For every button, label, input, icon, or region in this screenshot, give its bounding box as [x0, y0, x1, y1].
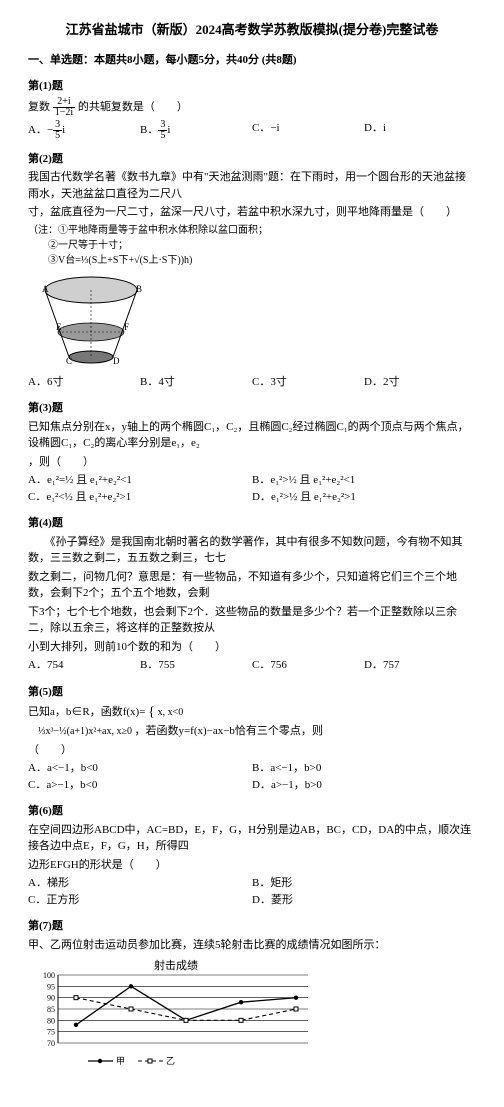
- svg-text:乙: 乙: [166, 1056, 175, 1066]
- svg-text:85: 85: [47, 1005, 55, 1014]
- q7-num: 第(7)题: [28, 918, 476, 935]
- q4-B[interactable]: B．755: [140, 657, 252, 674]
- q2-options: A．6寸 B．4寸 C．3寸 D．2寸: [28, 374, 476, 391]
- q6-options: A．梯形 B．矩形 C．正方形 D．菱形: [28, 875, 476, 908]
- svg-text:100: 100: [43, 971, 55, 980]
- shooting-chart: 射击成绩 100 95 90 85 80 75 70 甲 乙: [36, 957, 316, 1087]
- q3-line1: 已知焦点分别在x，y轴上的两个椭圆C₁，C₂，且椭圆C₂经过椭圆C₁的两个顶点与…: [28, 419, 476, 452]
- svg-text:F: F: [124, 322, 129, 332]
- q4-C[interactable]: C．756: [252, 657, 364, 674]
- q4-line4: 小到大排列，则前10个数的和为（ ）: [28, 639, 476, 656]
- q5-stem2: （ ）: [28, 742, 476, 759]
- q5-D[interactable]: D．a>−1，b>0: [252, 777, 476, 794]
- q2-C[interactable]: C．3寸: [252, 374, 364, 391]
- q6-D[interactable]: D．菱形: [252, 892, 476, 909]
- q1-D[interactable]: D．i: [364, 120, 476, 141]
- q2-note3: ③V台=⅓(S上+S下+√(S上·S下))h): [28, 253, 476, 268]
- q3-A[interactable]: A．e₁²=½ 且 e₁²+e₂²<1: [28, 472, 252, 489]
- svg-text:70: 70: [47, 1039, 55, 1048]
- svg-text:75: 75: [47, 1028, 55, 1037]
- q3-options: A．e₁²=½ 且 e₁²+e₂²<1 B．e₁²>½ 且 e₁²+e₂²<1 …: [28, 472, 476, 505]
- q2-line1: 我国古代数学名著《数书九章》中有"天池盆测雨"题：在下雨时，用一个圆台形的天池盆…: [28, 169, 476, 202]
- svg-text:90: 90: [47, 994, 55, 1003]
- q1-C[interactable]: C．−i: [252, 120, 364, 141]
- q5-B[interactable]: B．a<−1，b>0: [252, 760, 476, 777]
- q5-C[interactable]: C．a>−1，b<0: [28, 777, 252, 794]
- q5-A[interactable]: A．a<−1，b<0: [28, 760, 252, 777]
- q1-num: 第(1)题: [28, 78, 476, 95]
- q6-B[interactable]: B．矩形: [252, 875, 476, 892]
- q2-line2: 寸，盆底直径为一尺二寸，盆深一尺八寸，若盆中积水深九寸，则平地降雨量是（ ）: [28, 204, 476, 221]
- svg-text:B: B: [136, 284, 142, 294]
- q4-D[interactable]: D．757: [364, 657, 476, 674]
- svg-text:E: E: [56, 322, 62, 332]
- q5-stem: 已知a，b∈R，函数f(x)= { x, x<0 ⅓x³−½(a+1)x²+ax…: [28, 702, 476, 740]
- q6-line2: 边形EFGH的形状是（ ）: [28, 857, 476, 874]
- exam-title: 江苏省盐城市（新版）2024高考数学苏教版模拟(提分卷)完整试卷: [28, 20, 476, 40]
- q1-B[interactable]: B．35i: [140, 120, 252, 141]
- svg-text:80: 80: [47, 1016, 55, 1025]
- q4-A[interactable]: A．754: [28, 657, 140, 674]
- q7-stem: 甲、乙两位射击运动员参加比赛，连续5轮射击比赛的成绩情况如图所示：: [28, 937, 476, 954]
- q4-line1: 《孙子算经》是我国南北朝时著名的数学著作，其中有很多不知数问题，今有物不知其数，…: [28, 534, 476, 567]
- q4-line2: 数之剩二，问物几何？意思是：有一些物品，不知道有多少个，只知道将它们三个三个地数…: [28, 569, 476, 602]
- section-1-head: 一、单选题：本题共8小题，每小题5分，共40分 (共8题): [28, 52, 476, 69]
- q2-D[interactable]: D．2寸: [364, 374, 476, 391]
- q2-note2: ②一尺等于十寸；: [28, 238, 476, 253]
- q1-options: A．−35i B．35i C．−i D．i: [28, 120, 476, 141]
- frustum-figure: A B E F C D: [36, 272, 146, 372]
- q3-B[interactable]: B．e₁²>½ 且 e₁²+e₂²<1: [252, 472, 476, 489]
- q4-line3: 下3个；七个七个地数，也会剩下2个．这些物品的数量是多少个？若一个正整数除以三余…: [28, 604, 476, 637]
- q6-C[interactable]: C．正方形: [28, 892, 252, 909]
- q1-stem: 复数 2+i1−2i 的共轭复数是（ ）: [28, 97, 476, 118]
- svg-text:A: A: [42, 284, 49, 294]
- q6-A[interactable]: A．梯形: [28, 875, 252, 892]
- q4-options: A．754 B．755 C．756 D．757: [28, 657, 476, 674]
- q6-line1: 在空间四边形ABCD中，AC=BD，E，F，G，H分别是边AB，BC，CD，DA…: [28, 822, 476, 855]
- q5-num: 第(5)题: [28, 684, 476, 701]
- svg-text:95: 95: [47, 982, 55, 991]
- svg-text:C: C: [66, 356, 72, 366]
- q2-A[interactable]: A．6寸: [28, 374, 140, 391]
- q3-line2: ，则（ ）: [28, 454, 476, 471]
- q1-A[interactable]: A．−35i: [28, 120, 140, 141]
- q3-num: 第(3)题: [28, 400, 476, 417]
- svg-text:D: D: [113, 356, 120, 366]
- q3-C[interactable]: C．e₁²<½ 且 e₁²+e₂²>1: [28, 489, 252, 506]
- q2-B[interactable]: B．4寸: [140, 374, 252, 391]
- q5-options: A．a<−1，b<0 B．a<−1，b>0 C．a>−1，b<0 D．a>−1，…: [28, 760, 476, 793]
- q3-D[interactable]: D．e₁²>½ 且 e₁²+e₂²>1: [252, 489, 476, 506]
- q4-num: 第(4)题: [28, 515, 476, 532]
- q6-num: 第(6)题: [28, 803, 476, 820]
- svg-text:甲: 甲: [116, 1056, 125, 1066]
- q2-num: 第(2)题: [28, 151, 476, 168]
- svg-text:射击成绩: 射击成绩: [154, 958, 198, 972]
- q2-note1: （注：①平地降雨量等于盆中积水体积除以盆口面积；: [28, 223, 476, 238]
